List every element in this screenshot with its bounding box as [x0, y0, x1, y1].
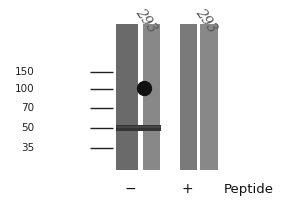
Text: 35: 35	[21, 143, 34, 153]
Text: −: −	[125, 182, 136, 196]
Text: 70: 70	[21, 103, 34, 113]
Bar	[116, 24, 138, 170]
Text: 50: 50	[21, 123, 34, 133]
Bar	[116, 126, 160, 128]
Text: Peptide: Peptide	[224, 182, 274, 196]
Bar	[142, 24, 160, 170]
Bar	[200, 24, 217, 170]
Text: 293: 293	[192, 6, 219, 36]
Text: 293: 293	[132, 6, 159, 36]
Bar	[160, 24, 180, 170]
Bar	[116, 125, 160, 131]
Point	[142, 87, 146, 90]
Text: +: +	[182, 182, 193, 196]
Bar	[180, 24, 196, 170]
Text: 100: 100	[15, 84, 34, 94]
Text: 150: 150	[15, 67, 34, 77]
